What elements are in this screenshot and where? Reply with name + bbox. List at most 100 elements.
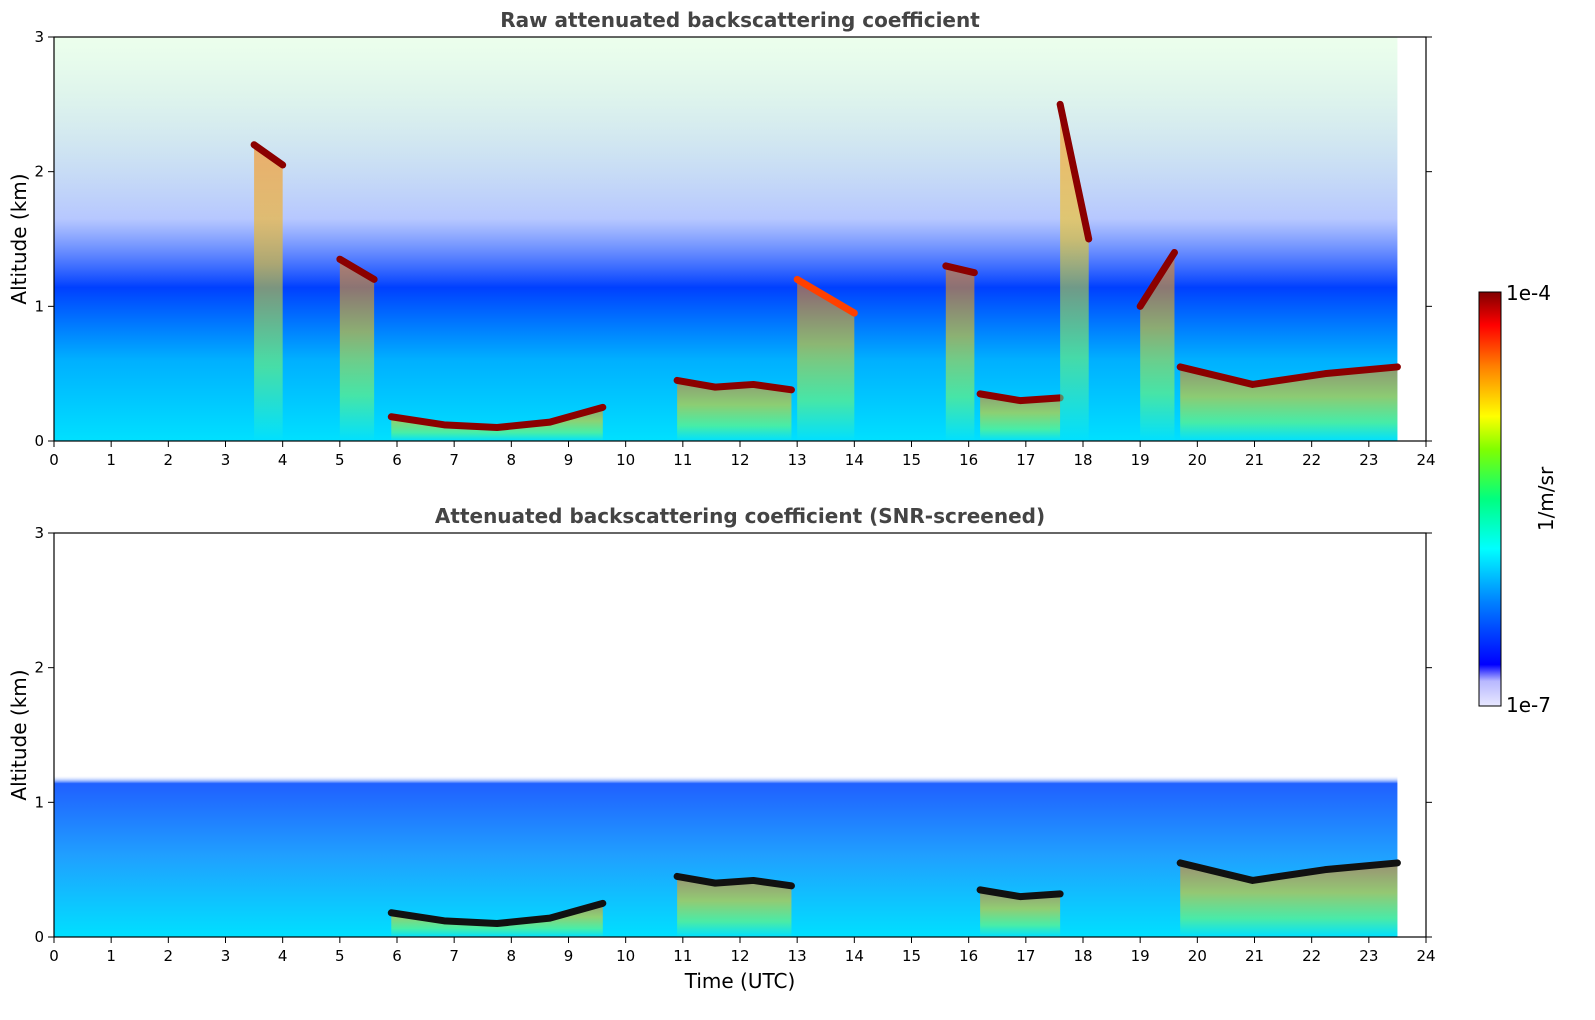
panel-2-title: Attenuated backscattering coefficient (S… xyxy=(435,504,1045,528)
x-tick-label: 18 xyxy=(1073,451,1092,469)
cloud-layer-top xyxy=(336,255,378,283)
x-tick-label: 15 xyxy=(902,947,921,965)
x-tick-label: 5 xyxy=(335,947,345,965)
x-tick-label: 24 xyxy=(1416,947,1435,965)
colorbar-unit-label: 1/m/sr xyxy=(1534,466,1558,531)
panel-1-ylabel: Altitude (km) xyxy=(7,173,31,304)
x-tick-label: 23 xyxy=(1359,947,1378,965)
panel-2-ylabel: Altitude (km) xyxy=(7,669,31,800)
panel-1-x-ticks: 0 1 2 3 4 5 6 7 8 9 10 11 12 13 14 15 16 17 18 19 20 21 22 23 24 xyxy=(49,441,1436,469)
colorbar-gradient xyxy=(1478,291,1502,707)
x-tick-label: 14 xyxy=(845,451,864,469)
y-tick-label: 2 xyxy=(34,659,44,677)
x-tick-label: 2 xyxy=(164,451,174,469)
x-tick-label: 10 xyxy=(616,451,635,469)
cloud-layer-fill xyxy=(1060,104,1089,441)
cloud-layer-top xyxy=(793,275,858,317)
x-tick-label: 13 xyxy=(788,947,807,965)
x-tick-label: 8 xyxy=(507,451,517,469)
y-tick-label: 2 xyxy=(34,163,44,181)
cloud-layer-fill xyxy=(391,903,603,937)
cloud-layer-fill xyxy=(339,259,375,441)
raw-backscatter-panel: Raw attenuated backscattering coefficien… xyxy=(7,8,1436,469)
panel-1-title: Raw attenuated backscattering coefficien… xyxy=(500,8,980,32)
snr-screened-panel: Attenuated backscattering coefficient (S… xyxy=(7,504,1436,993)
x-tick-label: 0 xyxy=(49,947,59,965)
x-tick-label: 12 xyxy=(730,947,749,965)
x-tick-label: 4 xyxy=(278,947,288,965)
y-tick-label: 3 xyxy=(34,28,44,46)
cloud-layer-fill xyxy=(980,889,1061,937)
cloud-layer-top xyxy=(942,262,978,277)
cloud-layer-top xyxy=(387,403,607,432)
x-tick-label: 23 xyxy=(1359,451,1378,469)
cloud-layer-fill xyxy=(945,265,975,441)
y-tick-label: 0 xyxy=(34,432,44,450)
x-tick-label: 1 xyxy=(106,947,116,965)
x-tick-label: 3 xyxy=(221,947,231,965)
cloud-layer-fill xyxy=(391,407,603,441)
x-tick-label: 1 xyxy=(106,451,116,469)
x-tick-label: 21 xyxy=(1245,451,1264,469)
cloud-layer-top xyxy=(250,141,287,169)
x-tick-label: 13 xyxy=(788,451,807,469)
x-tick-label: 0 xyxy=(49,451,59,469)
cloud-layer-fill xyxy=(1140,252,1175,441)
x-tick-label: 22 xyxy=(1302,947,1321,965)
x-tick-label: 19 xyxy=(1131,947,1150,965)
x-tick-label: 2 xyxy=(164,947,174,965)
x-tick-label: 16 xyxy=(959,947,978,965)
snr-screened-heatmap xyxy=(54,533,1401,937)
cloud-layer-fill xyxy=(980,393,1061,441)
panel-2-xlabel: Time (UTC) xyxy=(684,969,796,993)
x-tick-label: 17 xyxy=(1016,947,1035,965)
cloud-layer-fill xyxy=(254,144,283,441)
x-tick-label: 21 xyxy=(1245,947,1264,965)
x-tick-label: 9 xyxy=(564,947,574,965)
x-tick-label: 3 xyxy=(221,451,231,469)
raw-backscatter-heatmap xyxy=(54,37,1401,441)
x-tick-label: 8 xyxy=(507,947,517,965)
x-tick-label: 20 xyxy=(1188,947,1207,965)
x-tick-label: 5 xyxy=(335,451,345,469)
x-tick-label: 7 xyxy=(449,451,459,469)
panel-2-y-ticks: 0 1 2 3 xyxy=(34,524,1432,946)
y-tick-label: 1 xyxy=(34,793,44,811)
y-tick-label: 0 xyxy=(34,928,44,946)
x-tick-label: 9 xyxy=(564,451,574,469)
cloud-layer-top xyxy=(976,390,1064,405)
x-tick-label: 11 xyxy=(673,451,692,469)
x-tick-label: 4 xyxy=(278,451,288,469)
panel-2-x-ticks: 0 1 2 3 4 5 6 7 8 9 10 11 12 13 14 15 16 17 18 19 20 21 22 23 24 xyxy=(49,937,1436,965)
x-tick-label: 16 xyxy=(959,451,978,469)
cloud-layer-top xyxy=(1056,100,1093,243)
panel-1-y-ticks: 0 1 2 3 xyxy=(34,28,1432,450)
cloud-layer-fill xyxy=(797,279,855,441)
cloud-layer-top xyxy=(1176,363,1401,388)
x-tick-label: 11 xyxy=(673,947,692,965)
colorbar-max-label: 1e-4 xyxy=(1506,281,1551,305)
colorbar: 1e-4 1e-7 1/m/sr xyxy=(1478,281,1558,717)
cloud-layer-top xyxy=(1136,248,1178,310)
cloud-layer-fill xyxy=(1180,862,1398,937)
x-tick-label: 17 xyxy=(1016,451,1035,469)
cloud-layer-fill xyxy=(1180,366,1398,441)
x-tick-label: 24 xyxy=(1416,451,1435,469)
x-tick-label: 12 xyxy=(730,451,749,469)
x-tick-label: 7 xyxy=(449,947,459,965)
cloud-layer-fill xyxy=(677,876,792,937)
x-tick-label: 18 xyxy=(1073,947,1092,965)
cloud-layer-top xyxy=(673,376,795,394)
backscatter-field xyxy=(54,533,1398,937)
cloud-layer-top xyxy=(1176,859,1401,884)
y-tick-label: 3 xyxy=(34,524,44,542)
cloud-layer-top xyxy=(673,872,795,890)
x-tick-label: 20 xyxy=(1188,451,1207,469)
x-tick-label: 19 xyxy=(1131,451,1150,469)
x-tick-label: 6 xyxy=(392,451,402,469)
x-tick-label: 15 xyxy=(902,451,921,469)
cloud-layer-top xyxy=(387,899,607,928)
cloud-layer-fill xyxy=(677,380,792,441)
colorbar-min-label: 1e-7 xyxy=(1506,693,1551,717)
